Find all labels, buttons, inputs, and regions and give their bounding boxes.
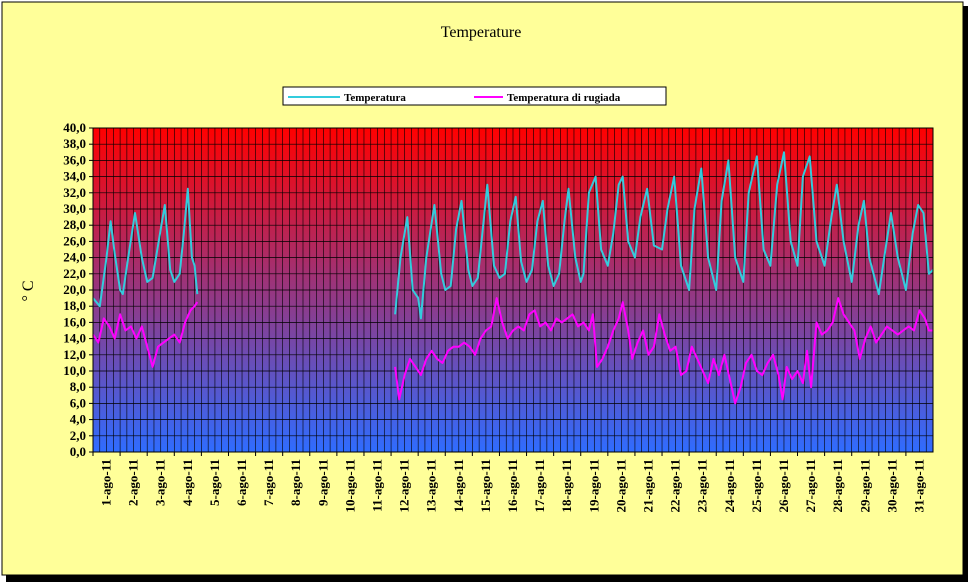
x-tick-label: 25-ago-11 bbox=[749, 459, 764, 512]
y-tick-label: 22,0 bbox=[63, 266, 86, 281]
x-tick-label: 16-ago-11 bbox=[505, 459, 520, 512]
x-tick-label: 17-ago-11 bbox=[532, 459, 547, 512]
y-tick-label: 14,0 bbox=[63, 331, 86, 346]
x-tick-label: 27-ago-11 bbox=[803, 459, 818, 512]
x-tick-label: 8-ago-11 bbox=[288, 459, 303, 506]
x-tick-label: 26-ago-11 bbox=[776, 459, 791, 512]
x-tick-label: 23-ago-11 bbox=[695, 459, 710, 512]
x-tick-label: 13-ago-11 bbox=[424, 459, 439, 512]
series-layer bbox=[92, 151, 934, 405]
series-line-temperatura bbox=[92, 187, 199, 308]
x-axis-ticks: 1-ago-11 2-ago-11 3-ago-11 4-ago-11 5-ago-11… bbox=[92, 452, 927, 512]
y-axis-label: ° C bbox=[20, 280, 37, 301]
y-tick-label: 18,0 bbox=[63, 298, 86, 313]
legend: Temperatura Temperatura di rugiada bbox=[282, 86, 667, 106]
x-tick-label: 11-ago-11 bbox=[370, 459, 385, 512]
y-tick-label: 20,0 bbox=[63, 282, 86, 297]
x-tick-label: 21-ago-11 bbox=[641, 459, 656, 512]
y-tick-label: 26,0 bbox=[63, 233, 86, 248]
x-tick-label: 24-ago-11 bbox=[722, 459, 737, 512]
x-tick-label: 19-ago-11 bbox=[586, 459, 601, 512]
y-tick-label: 38,0 bbox=[63, 136, 86, 151]
x-tick-label: 2-ago-11 bbox=[126, 459, 141, 506]
y-tick-label: 2,0 bbox=[70, 428, 86, 443]
x-tick-label: 1-ago-11 bbox=[99, 459, 114, 506]
legend-label-temperatura: Temperatura bbox=[344, 92, 406, 104]
y-tick-label: 12,0 bbox=[63, 347, 86, 362]
y-tick-label: 24,0 bbox=[63, 250, 86, 265]
series-line-rugiada bbox=[92, 301, 199, 368]
x-tick-label: 15-ago-11 bbox=[478, 459, 493, 512]
y-tick-label: 4,0 bbox=[70, 412, 86, 427]
y-tick-label: 6,0 bbox=[70, 395, 86, 410]
y-tick-label: 36,0 bbox=[63, 152, 86, 167]
legend-label-rugiada: Temperatura di rugiada bbox=[507, 92, 621, 104]
grid bbox=[93, 128, 933, 452]
y-tick-label: 32,0 bbox=[63, 185, 86, 200]
chart-title: Temperature bbox=[441, 24, 522, 41]
x-tick-label: 12-ago-11 bbox=[397, 459, 412, 512]
y-axis-ticks: 0,02,04,06,08,010,012,014,016,018,020,02… bbox=[63, 120, 93, 459]
series-line-temperatura bbox=[394, 151, 934, 320]
x-tick-label: 4-ago-11 bbox=[180, 459, 195, 506]
x-tick-label: 29-ago-11 bbox=[857, 459, 872, 512]
x-tick-label: 30-ago-11 bbox=[884, 459, 899, 512]
y-tick-label: 40,0 bbox=[63, 120, 86, 135]
y-tick-label: 10,0 bbox=[63, 363, 86, 378]
y-tick-label: 30,0 bbox=[63, 201, 86, 216]
x-tick-label: 18-ago-11 bbox=[559, 459, 574, 512]
x-tick-label: 5-ago-11 bbox=[207, 459, 222, 506]
x-tick-label: 14-ago-11 bbox=[451, 459, 466, 512]
x-tick-label: 20-ago-11 bbox=[613, 459, 628, 512]
x-tick-label: 6-ago-11 bbox=[234, 459, 249, 506]
y-tick-label: 8,0 bbox=[70, 379, 86, 394]
x-tick-label: 9-ago-11 bbox=[315, 459, 330, 506]
y-tick-label: 28,0 bbox=[63, 217, 86, 232]
x-tick-label: 28-ago-11 bbox=[830, 459, 845, 512]
y-tick-label: 0,0 bbox=[70, 444, 86, 459]
y-tick-label: 34,0 bbox=[63, 169, 86, 184]
series-line-rugiada bbox=[394, 297, 933, 405]
y-tick-label: 16,0 bbox=[63, 314, 86, 329]
x-tick-label: 31-ago-11 bbox=[912, 459, 927, 512]
x-tick-label: 3-ago-11 bbox=[153, 459, 168, 506]
x-tick-label: 22-ago-11 bbox=[668, 459, 683, 512]
x-tick-label: 10-ago-11 bbox=[342, 459, 357, 512]
x-tick-label: 7-ago-11 bbox=[261, 459, 276, 506]
